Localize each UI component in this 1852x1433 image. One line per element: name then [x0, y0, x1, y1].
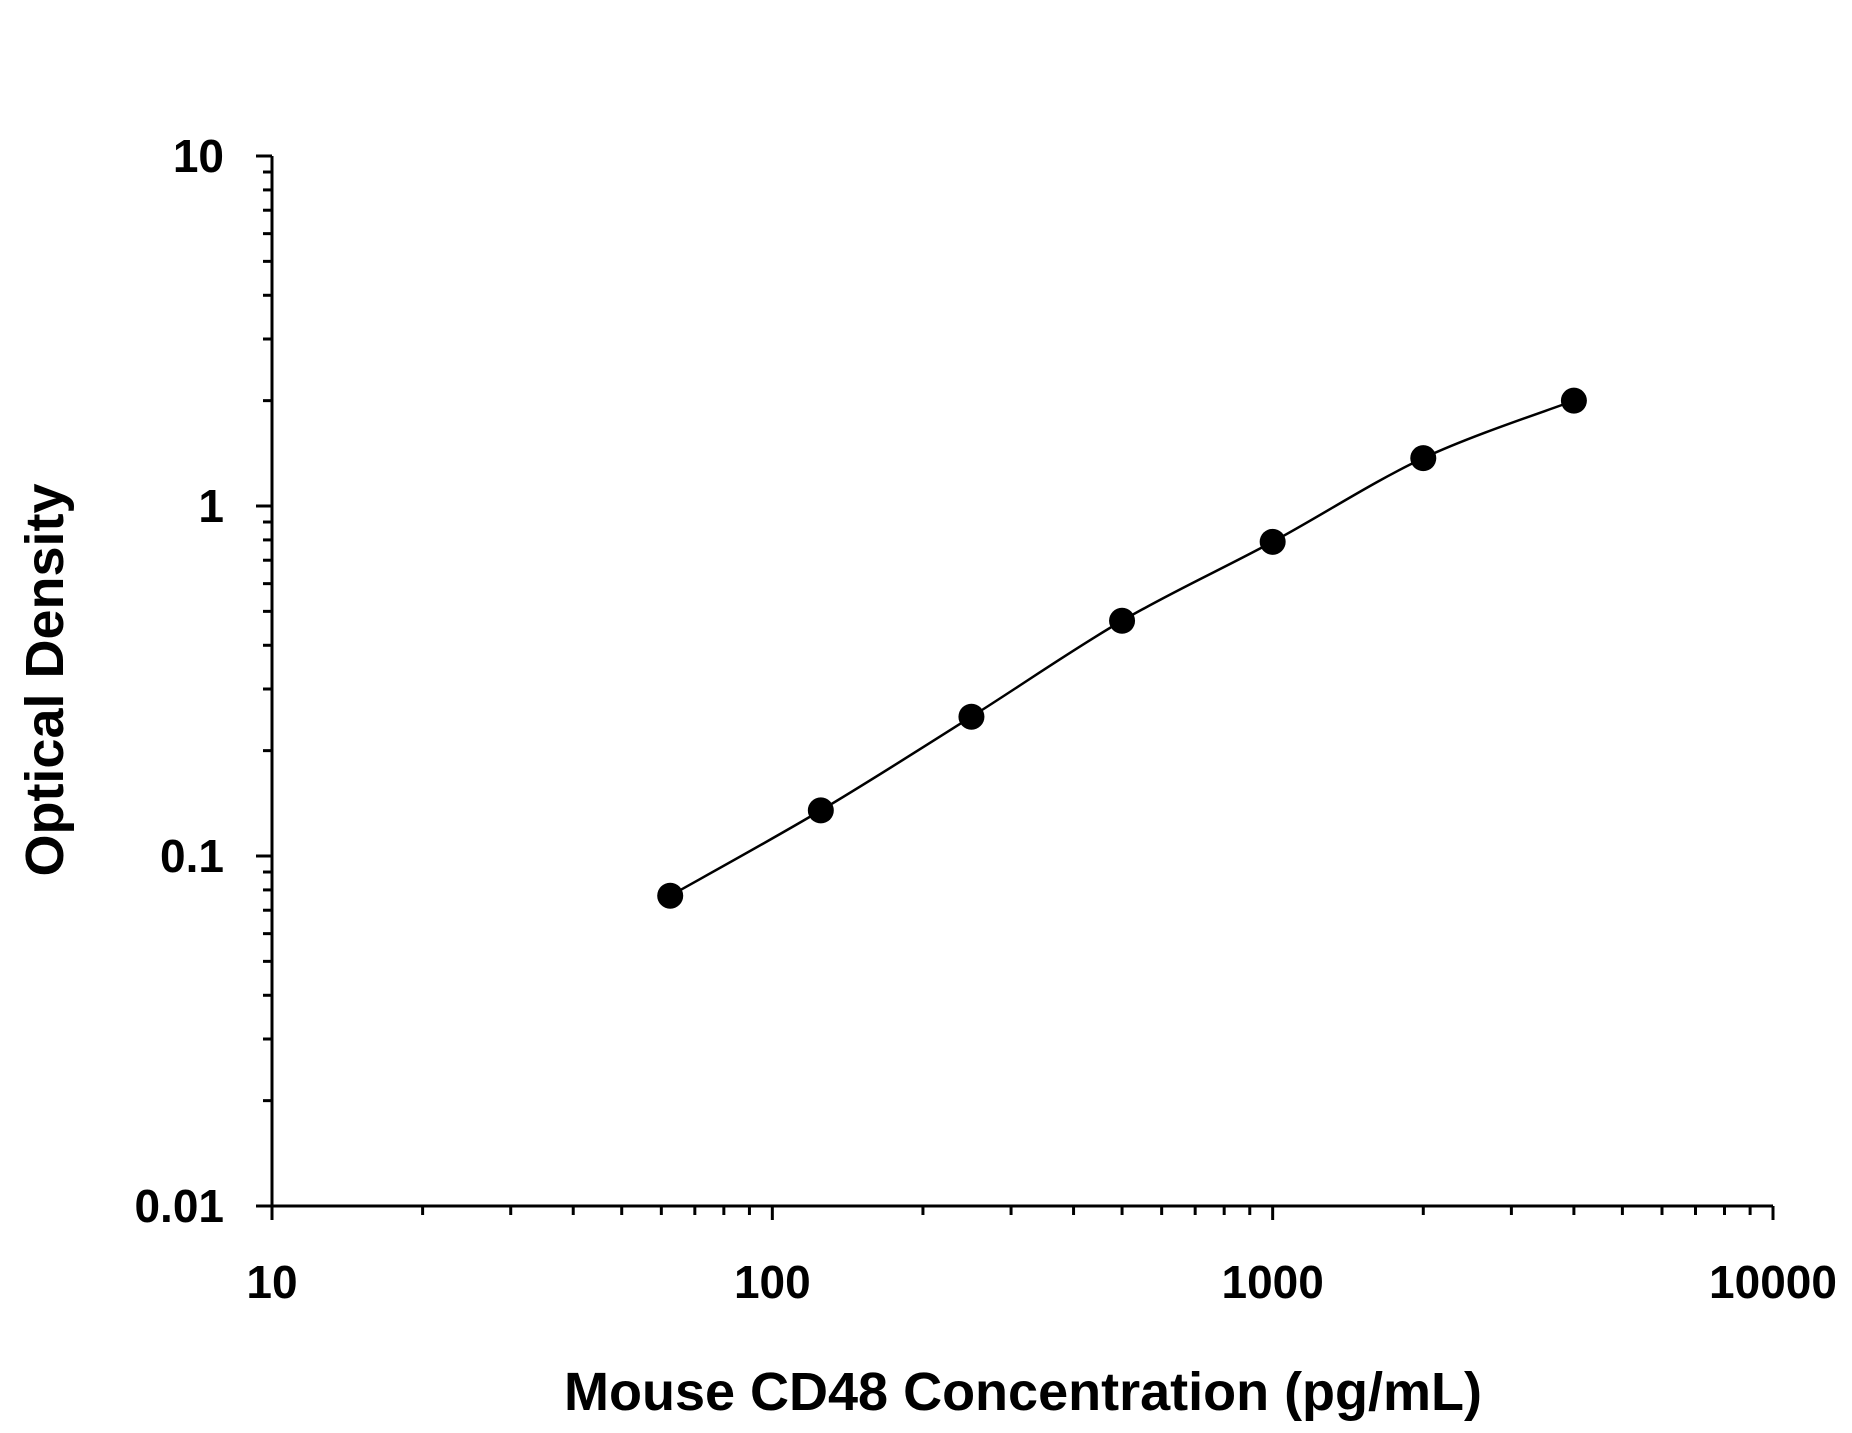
tick-labels: 10 100 1000 10000 0.01 0.1 1 10 [134, 130, 1836, 1308]
x-tick-label: 10000 [1709, 1256, 1837, 1308]
data-point [1259, 528, 1286, 555]
data-point [958, 703, 985, 730]
y-tick-label: 10 [173, 130, 224, 182]
y-tick-label: 1 [198, 480, 224, 532]
data-point [1410, 445, 1437, 472]
y-tick-label: 0.01 [134, 1180, 224, 1232]
data-points [657, 387, 1587, 909]
x-tick-label: 10 [246, 1256, 297, 1308]
fit-curve [669, 399, 1575, 897]
y-tick-label: 0.1 [160, 830, 224, 882]
data-point [807, 797, 834, 824]
fit-curve-layer [669, 399, 1575, 897]
axes [256, 154, 1775, 1220]
y-axis-title: Optical Density [15, 483, 75, 876]
data-point [1109, 607, 1136, 634]
data-point [1560, 387, 1587, 414]
x-tick-label: 1000 [1221, 1256, 1323, 1308]
data-point [657, 882, 684, 909]
x-tick-label: 100 [734, 1256, 811, 1308]
x-axis-title: Mouse CD48 Concentration (pg/mL) [564, 1362, 1482, 1422]
